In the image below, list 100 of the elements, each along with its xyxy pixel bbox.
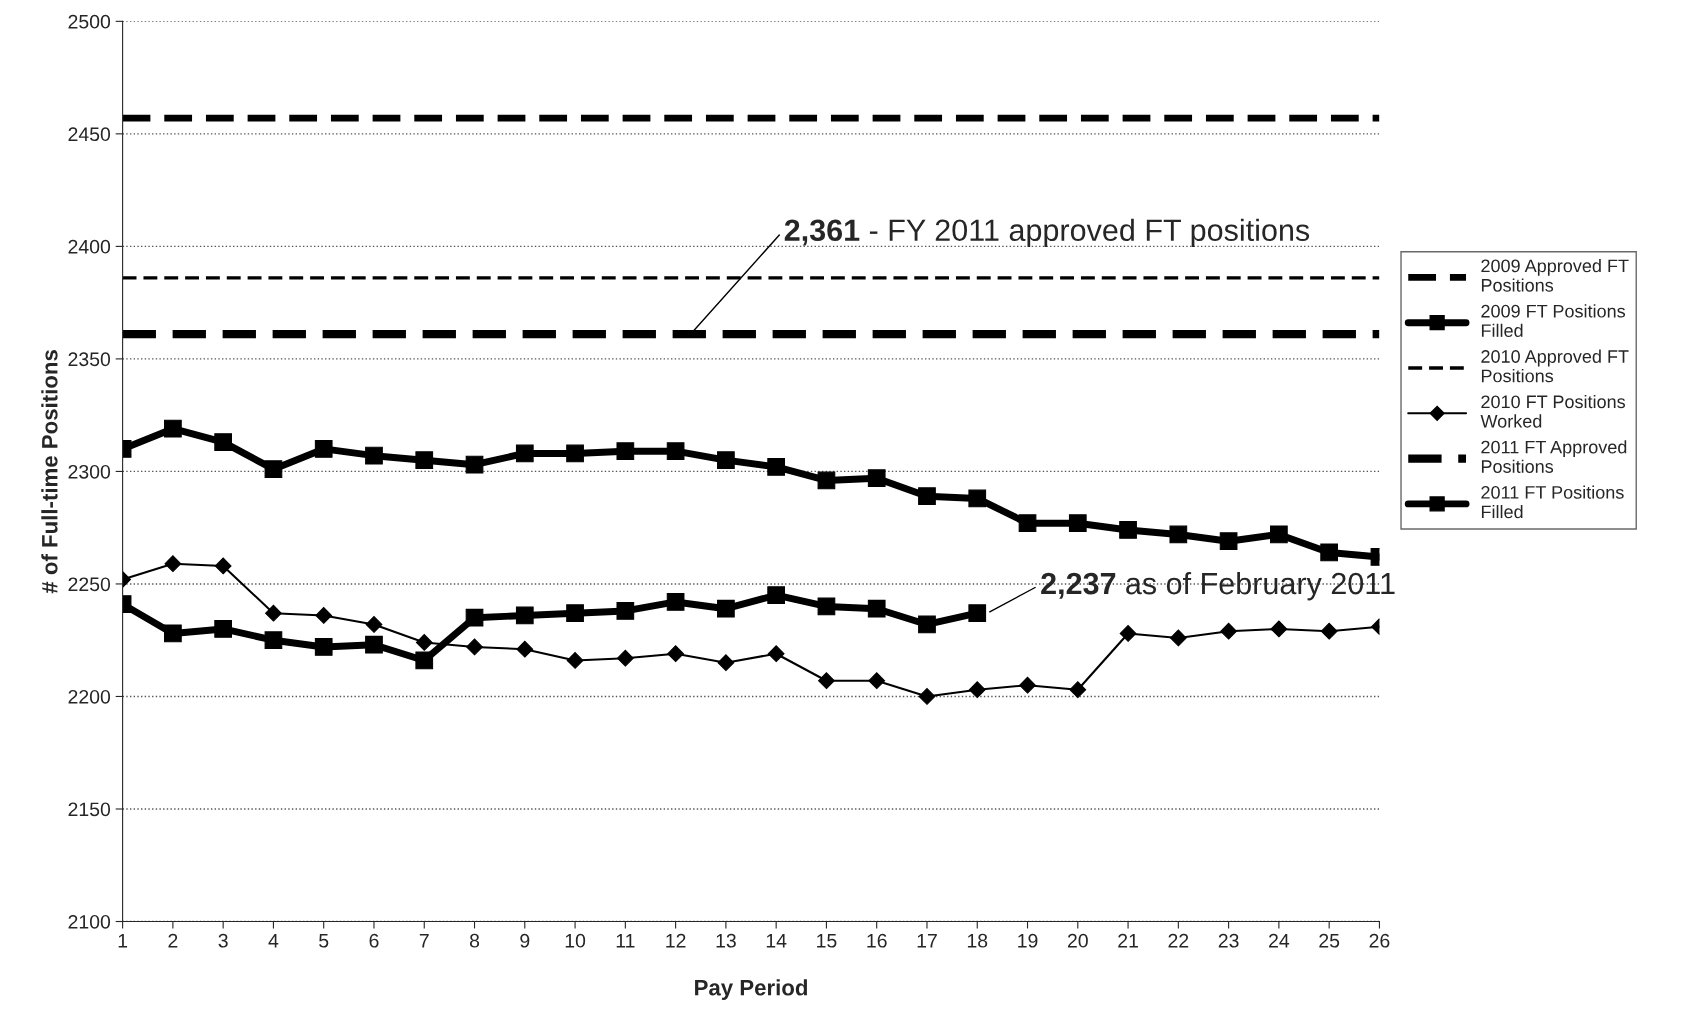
- point: [365, 635, 383, 654]
- point: [566, 604, 584, 623]
- point: [164, 555, 182, 573]
- annotation: 2,237 as of February 2011: [1041, 571, 1395, 601]
- x-tick-label: 12: [666, 933, 686, 948]
- point: [415, 451, 434, 470]
- point: [1119, 521, 1137, 539]
- point: [214, 557, 232, 575]
- point: [516, 640, 534, 658]
- y-tick-label: 2300: [68, 464, 111, 479]
- point: [616, 649, 634, 667]
- y-tick-label: 2400: [68, 239, 111, 254]
- x-tick-label: 22: [1168, 933, 1189, 948]
- y-axis-title: # of Full-time Positions: [41, 350, 58, 594]
- x-tick-label: 2: [168, 933, 178, 948]
- point: [1019, 676, 1036, 694]
- x-tick-label: 10: [565, 933, 586, 948]
- legend-label: 2010 FT Positions Worked: [1480, 394, 1626, 428]
- x-tick-label: 23: [1218, 933, 1239, 948]
- x-tick-label: 11: [616, 934, 635, 948]
- point: [214, 620, 233, 638]
- point: [365, 446, 383, 465]
- x-tick-label: 21: [1118, 933, 1138, 948]
- point: [717, 654, 735, 672]
- point: [867, 469, 886, 488]
- point: [1018, 514, 1037, 533]
- x-tick-label: 13: [716, 933, 736, 948]
- y-tick-label: 2350: [68, 352, 111, 367]
- x-tick-label: 25: [1319, 933, 1340, 948]
- point: [566, 444, 584, 463]
- point: [415, 651, 434, 670]
- point: [314, 638, 333, 656]
- point: [1219, 532, 1238, 551]
- point: [968, 604, 987, 623]
- y-tick-label: 2150: [68, 802, 111, 817]
- point: [164, 419, 182, 438]
- x-tick-label: 4: [268, 934, 279, 948]
- x-tick-label: 16: [867, 933, 887, 948]
- point: [465, 455, 484, 474]
- point: [466, 638, 483, 656]
- x-tick-label: 24: [1269, 933, 1290, 948]
- point: [717, 599, 735, 618]
- point: [515, 444, 534, 463]
- y-tick-label: 2100: [68, 914, 111, 929]
- x-tick-label: 9: [520, 933, 530, 948]
- point: [566, 652, 584, 669]
- point: [867, 599, 886, 618]
- point: [767, 586, 786, 605]
- legend-label: 2011 FT Approved Positions: [1481, 440, 1627, 473]
- x-tick-label: 15: [817, 934, 837, 948]
- point: [515, 606, 534, 625]
- x-axis-title: Pay Period: [695, 979, 807, 1000]
- point: [918, 487, 936, 506]
- point: [1119, 625, 1137, 642]
- point: [264, 631, 283, 650]
- point: [164, 624, 182, 643]
- y-tick-label: 2500: [68, 14, 111, 29]
- point: [918, 615, 936, 634]
- legend-label: 2009 Approved FT Positions: [1481, 259, 1629, 292]
- x-tick-label: 5: [319, 934, 329, 948]
- point: [767, 645, 785, 663]
- point: [616, 442, 635, 461]
- x-tick-label: 17: [917, 934, 937, 948]
- point: [1169, 525, 1188, 544]
- y-tick-label: 2250: [68, 577, 111, 592]
- point: [1320, 622, 1338, 640]
- point: [868, 672, 886, 690]
- point: [666, 593, 685, 611]
- point: [968, 489, 987, 508]
- point: [264, 460, 283, 479]
- y-tick-label: 2200: [68, 689, 111, 704]
- point: [415, 634, 433, 651]
- x-tick-label: 7: [419, 934, 429, 948]
- x-tick-label: 1: [118, 934, 128, 948]
- x-tick-label: 14: [766, 934, 787, 948]
- point: [616, 602, 635, 620]
- point: [1320, 543, 1339, 562]
- point: [315, 607, 333, 624]
- x-tick-label: 3: [218, 933, 228, 948]
- y-tick-label: 2450: [68, 127, 111, 142]
- x-tick-label: 8: [469, 933, 480, 948]
- point: [265, 604, 282, 622]
- point: [1270, 620, 1288, 638]
- point: [365, 616, 383, 633]
- x-tick-label: 6: [369, 933, 379, 948]
- x-tick-label: 19: [1018, 933, 1038, 948]
- x-tick-label: 26: [1369, 933, 1390, 948]
- point: [767, 458, 786, 476]
- point: [214, 433, 233, 452]
- x-tick-label: 18: [967, 933, 988, 948]
- point: [1069, 681, 1087, 699]
- point: [818, 672, 835, 690]
- point: [918, 688, 936, 705]
- point: [717, 451, 735, 470]
- legend-label: 2011 FT Positions Filled: [1481, 485, 1624, 519]
- point: [1220, 622, 1237, 640]
- point: [667, 645, 684, 663]
- x-tick-label: 20: [1067, 933, 1088, 948]
- point: [817, 471, 836, 490]
- point: [1068, 514, 1087, 533]
